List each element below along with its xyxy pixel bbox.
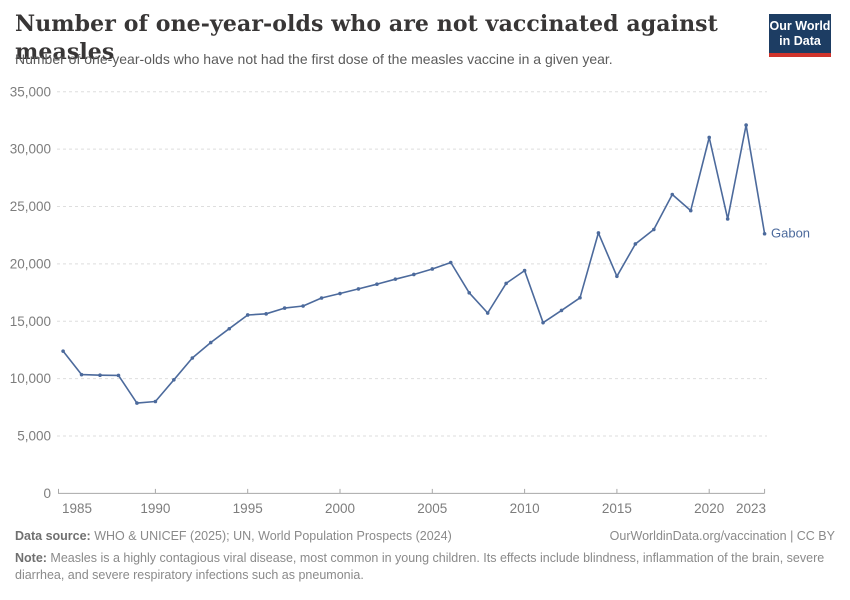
note-label: Note: <box>15 551 47 565</box>
note-text: Measles is a highly contagious viral dis… <box>15 551 825 583</box>
y-tick-label: 20,000 <box>10 256 51 271</box>
data-point <box>633 242 638 246</box>
data-point <box>98 373 102 378</box>
owid-logo[interactable]: Our World in Data <box>769 14 831 57</box>
x-axis <box>58 488 766 494</box>
y-axis-labels: 0 5,000 10,000 15,000 20,000 25,000 30,000 35,0… <box>10 84 51 501</box>
owid-logo-line2: in Data <box>779 33 821 48</box>
y-tick-label: 35,000 <box>10 84 51 99</box>
data-point <box>448 260 453 265</box>
y-gridlines <box>57 91 767 437</box>
data-point <box>559 308 564 313</box>
data-point <box>338 291 342 296</box>
data-point <box>393 277 398 281</box>
data-point <box>282 306 287 310</box>
x-tick-label: 2000 <box>325 501 355 516</box>
x-axis-labels: 1985 1990 1995 2000 2005 2010 2015 2020 2023 <box>62 501 766 516</box>
chart-note: Note: Measles is a highly contagious vir… <box>15 550 833 585</box>
data-point <box>688 208 693 213</box>
data-point <box>762 231 767 236</box>
data-source-label: Data source: <box>15 529 91 543</box>
data-point <box>61 349 65 353</box>
data-point <box>707 135 711 140</box>
data-point <box>578 295 582 300</box>
data-point <box>319 296 324 300</box>
data-point <box>522 268 527 273</box>
data-points <box>61 123 767 405</box>
data-point <box>375 282 379 287</box>
x-tick-label: 2020 <box>694 501 724 516</box>
data-point <box>245 313 250 317</box>
y-tick-label: 0 <box>43 486 51 501</box>
data-point <box>79 372 84 377</box>
data-point <box>227 326 232 331</box>
data-point <box>541 320 545 325</box>
x-tick-label: 1995 <box>233 501 263 516</box>
data-point <box>652 227 656 232</box>
x-tick-label: 2005 <box>417 501 447 516</box>
data-point <box>744 123 748 127</box>
chart-footer: Data source: WHO & UNICEF (2025); UN, Wo… <box>15 529 835 585</box>
data-point <box>467 291 472 295</box>
chart-subtitle: Number of one-year-olds who have not had… <box>15 51 613 67</box>
data-point <box>615 274 619 279</box>
page-title: Number of one-year-olds who are not vacc… <box>15 11 718 65</box>
entity-label-gabon[interactable]: Gabon <box>771 226 810 241</box>
y-tick-label: 5,000 <box>17 429 51 444</box>
data-point <box>596 231 601 235</box>
data-point <box>725 217 730 221</box>
data-point <box>670 192 675 197</box>
y-tick-label: 30,000 <box>10 142 51 157</box>
data-point <box>135 401 139 405</box>
data-point <box>504 281 508 286</box>
data-point <box>208 340 213 345</box>
owid-logo-line1: Our World <box>769 19 831 33</box>
data-point <box>430 267 435 271</box>
data-point <box>264 312 268 316</box>
data-point <box>356 287 361 291</box>
owid-link[interactable]: OurWorldinData.org/vaccination | CC BY <box>609 529 835 543</box>
data-point <box>190 356 195 360</box>
data-point <box>116 373 121 378</box>
y-tick-label: 25,000 <box>10 199 51 214</box>
line-chart: 0 5,000 10,000 15,000 20,000 25,000 30,000 35,0… <box>10 84 810 516</box>
data-source: Data source: WHO & UNICEF (2025); UN, Wo… <box>15 529 452 543</box>
data-point <box>485 311 490 315</box>
x-tick-label: 2023 <box>736 501 766 516</box>
data-source-text: WHO & UNICEF (2025); UN, World Populatio… <box>90 529 452 543</box>
y-tick-label: 15,000 <box>10 314 51 329</box>
data-point <box>301 304 305 308</box>
x-tick-label: 2015 <box>602 501 632 516</box>
y-tick-label: 10,000 <box>10 371 51 386</box>
data-point <box>153 399 158 404</box>
x-tick-label: 1985 <box>62 501 92 516</box>
data-point <box>172 378 176 382</box>
x-tick-label: 2010 <box>510 501 540 516</box>
data-point <box>412 272 416 277</box>
x-tick-label: 1990 <box>140 501 170 516</box>
